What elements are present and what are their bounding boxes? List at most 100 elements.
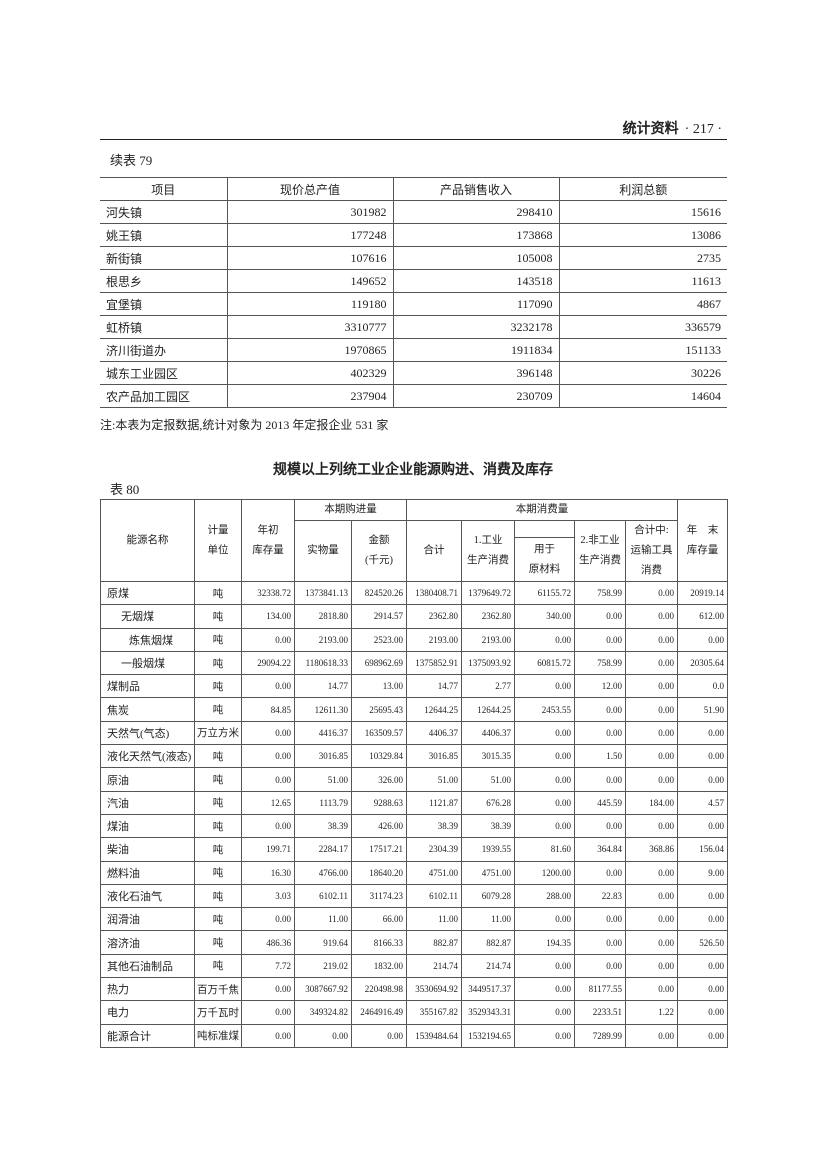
header-row: 实物量 金额 (千元) 合计 1.工业 生产消费 2.非工业 生产消费 合计中:… — [101, 520, 728, 582]
cell: 17517.21 — [351, 837, 407, 862]
cell: 32338.72 — [241, 580, 295, 606]
table-row: 姚王镇 177248 173868 13086 — [100, 223, 727, 247]
group-header: 本期消费量 — [405, 499, 679, 521]
unit-cell: 吨 — [194, 790, 242, 815]
cell: 298410 — [392, 200, 560, 224]
cell: 12644.25 — [461, 697, 515, 722]
cell: 20919.14 — [677, 580, 729, 606]
cell: 3087667.92 — [294, 977, 352, 1002]
cell: 151133 — [558, 338, 727, 362]
cell: 0.00 — [514, 813, 575, 839]
table-row: 热力 百万千焦 0.00 3087667.92 220498.98 3530694.92 3… — [100, 977, 729, 1002]
table-row: 能源合计 吨标准煤 0.00 0.00 0.00 1539484.64 1532194.65… — [100, 1023, 729, 1048]
cell: 0.00 — [624, 953, 679, 979]
cell: 220498.98 — [351, 977, 407, 1002]
cell: 12.00 — [574, 674, 626, 699]
unit-cell: 吨 — [194, 604, 242, 629]
cell: 1379649.72 — [461, 580, 515, 606]
cell: 12644.25 — [406, 697, 462, 722]
cell: 0.00 — [624, 813, 679, 839]
unit-cell: 吨 — [194, 930, 242, 955]
cell: 1121.87 — [406, 790, 462, 815]
cell: 426.00 — [351, 813, 407, 839]
cell: 340.00 — [514, 604, 575, 629]
cell: 526.50 — [677, 930, 729, 955]
cell: 25695.43 — [351, 697, 407, 722]
cell: 0.00 — [677, 883, 729, 909]
cell: 16.30 — [241, 860, 295, 885]
cell: 1113.79 — [294, 790, 352, 815]
cell: 0.00 — [574, 813, 626, 839]
row-label: 能源合计 — [100, 1023, 195, 1048]
cell: 288.00 — [514, 883, 575, 909]
running-header: 统计资料 · 217 · — [623, 118, 722, 138]
cell: 1539484.64 — [406, 1023, 462, 1048]
cell: 51.00 — [294, 767, 352, 792]
blank-header — [514, 520, 575, 538]
table-row: 燃料油吨 16.30 4766.00 18640.20 4751.00 4751.00 12… — [100, 860, 729, 885]
cell: 173868 — [392, 223, 560, 247]
cell: 3232178 — [392, 315, 560, 339]
cell: 0.00 — [241, 744, 295, 769]
table-row: 城东工业园区 402329 396148 30226 — [100, 361, 727, 385]
cell: 0.00 — [624, 883, 679, 909]
cell: 9288.63 — [351, 790, 407, 815]
cell: 758.99 — [574, 580, 626, 606]
cell: 0.00 — [514, 953, 575, 979]
group-header: 本期购进量 — [294, 499, 407, 521]
cell: 0.00 — [514, 767, 575, 792]
cell: 486.36 — [241, 930, 295, 955]
cell: 66.00 — [351, 907, 407, 932]
cell: 0.00 — [624, 977, 679, 1002]
column-header: 计量 单位 — [194, 499, 242, 582]
cell: 30226 — [558, 361, 727, 385]
cell: 3449517.37 — [461, 977, 515, 1002]
cell: 0.00 — [574, 860, 626, 885]
cell: 1373841.13 — [294, 580, 352, 606]
row-label: 原煤 — [100, 580, 195, 606]
page-number: · 217 · — [684, 122, 722, 137]
cell: 2362.80 — [406, 604, 462, 629]
row-label: 其他石油制品 — [100, 953, 195, 979]
cell: 445.59 — [574, 790, 626, 815]
cell: 143518 — [392, 269, 560, 293]
column-header: 年初 库存量 — [241, 499, 295, 582]
unit-cell: 吨 — [194, 627, 242, 652]
cell: 1375093.92 — [461, 650, 515, 676]
cell: 349324.82 — [294, 1000, 352, 1025]
cell: 0.00 — [514, 1023, 575, 1048]
cell: 11.00 — [461, 907, 515, 932]
table-row: 济川街道办 1970865 1911834 151133 — [100, 338, 727, 362]
cell: 10329.84 — [351, 744, 407, 769]
unit-cell: 吨 — [194, 650, 242, 676]
cell: 0.00 — [574, 767, 626, 792]
cell: 1970865 — [226, 338, 394, 362]
cell: 0.00 — [574, 720, 626, 746]
cell: 2.77 — [461, 674, 515, 699]
cell: 81.60 — [514, 837, 575, 862]
column-header: 实物量 — [294, 520, 352, 582]
cell: 0.00 — [241, 767, 295, 792]
table-title: 规模以上列统工业企业能源购进、消费及库存 — [273, 462, 553, 478]
cell: 9.00 — [677, 860, 729, 885]
cell: 14.77 — [294, 674, 352, 699]
cell: 3.03 — [241, 883, 295, 909]
row-label: 柴油 — [100, 837, 195, 862]
cell: 0.00 — [624, 627, 679, 652]
cell: 0.00 — [514, 744, 575, 769]
unit-cell: 万立方米 — [194, 720, 242, 746]
cell: 237904 — [226, 384, 394, 408]
table-row: 原煤吨 32338.72 1373841.13 824520.26 1380408.71… — [100, 580, 729, 606]
cell: 18640.20 — [351, 860, 407, 885]
cell: 0.00 — [624, 907, 679, 932]
cell: 336579 — [558, 315, 727, 339]
cell: 1375852.91 — [406, 650, 462, 676]
cell: 4406.37 — [461, 720, 515, 746]
table-row: 电力 万千瓦时 0.00 349324.82 2464916.49 355167.82 35… — [100, 1000, 729, 1025]
cell: 0.00 — [624, 674, 679, 699]
cell: 3016.85 — [406, 744, 462, 769]
table-caption: 续表 79 — [110, 153, 153, 168]
table-caption: 表 80 — [110, 482, 140, 497]
table-row: 宜堡镇 119180 117090 4867 — [100, 292, 727, 316]
unit-cell: 吨 — [194, 697, 242, 722]
